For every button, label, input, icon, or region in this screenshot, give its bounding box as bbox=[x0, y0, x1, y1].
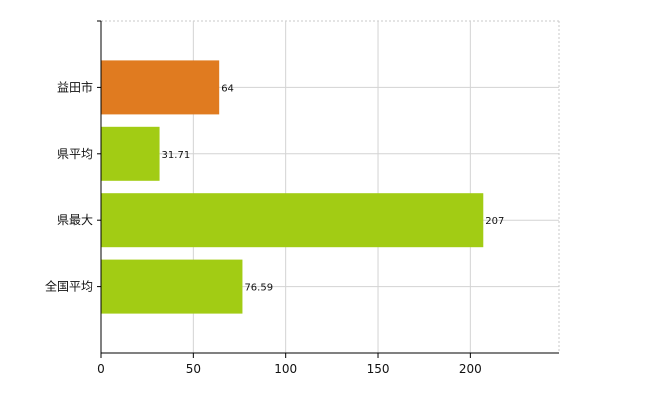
category-label: 県最大 bbox=[57, 213, 93, 227]
bar bbox=[101, 259, 243, 314]
bar bbox=[101, 126, 160, 181]
x-tick-label: 0 bbox=[97, 362, 105, 376]
data-label: 207 bbox=[485, 216, 504, 227]
bar bbox=[101, 60, 220, 115]
x-tick-label: 100 bbox=[274, 362, 297, 376]
x-tick-label: 150 bbox=[367, 362, 390, 376]
category-label: 全国平均 bbox=[45, 279, 93, 294]
category-label: 益田市 bbox=[57, 79, 93, 94]
data-label: 64 bbox=[221, 83, 234, 94]
labels: 益田市 64 県平均 31.71 県最大 207 全国平均 76.59 0 50 100 150 200 bbox=[45, 79, 504, 376]
bars bbox=[101, 60, 484, 314]
category-label: 県平均 bbox=[57, 147, 93, 161]
axes bbox=[97, 20, 559, 358]
data-label: 76.59 bbox=[244, 283, 273, 294]
x-tick-label: 50 bbox=[186, 362, 201, 376]
data-label: 31.71 bbox=[162, 150, 191, 161]
bar bbox=[101, 193, 484, 248]
x-tick-label: 200 bbox=[459, 362, 482, 376]
